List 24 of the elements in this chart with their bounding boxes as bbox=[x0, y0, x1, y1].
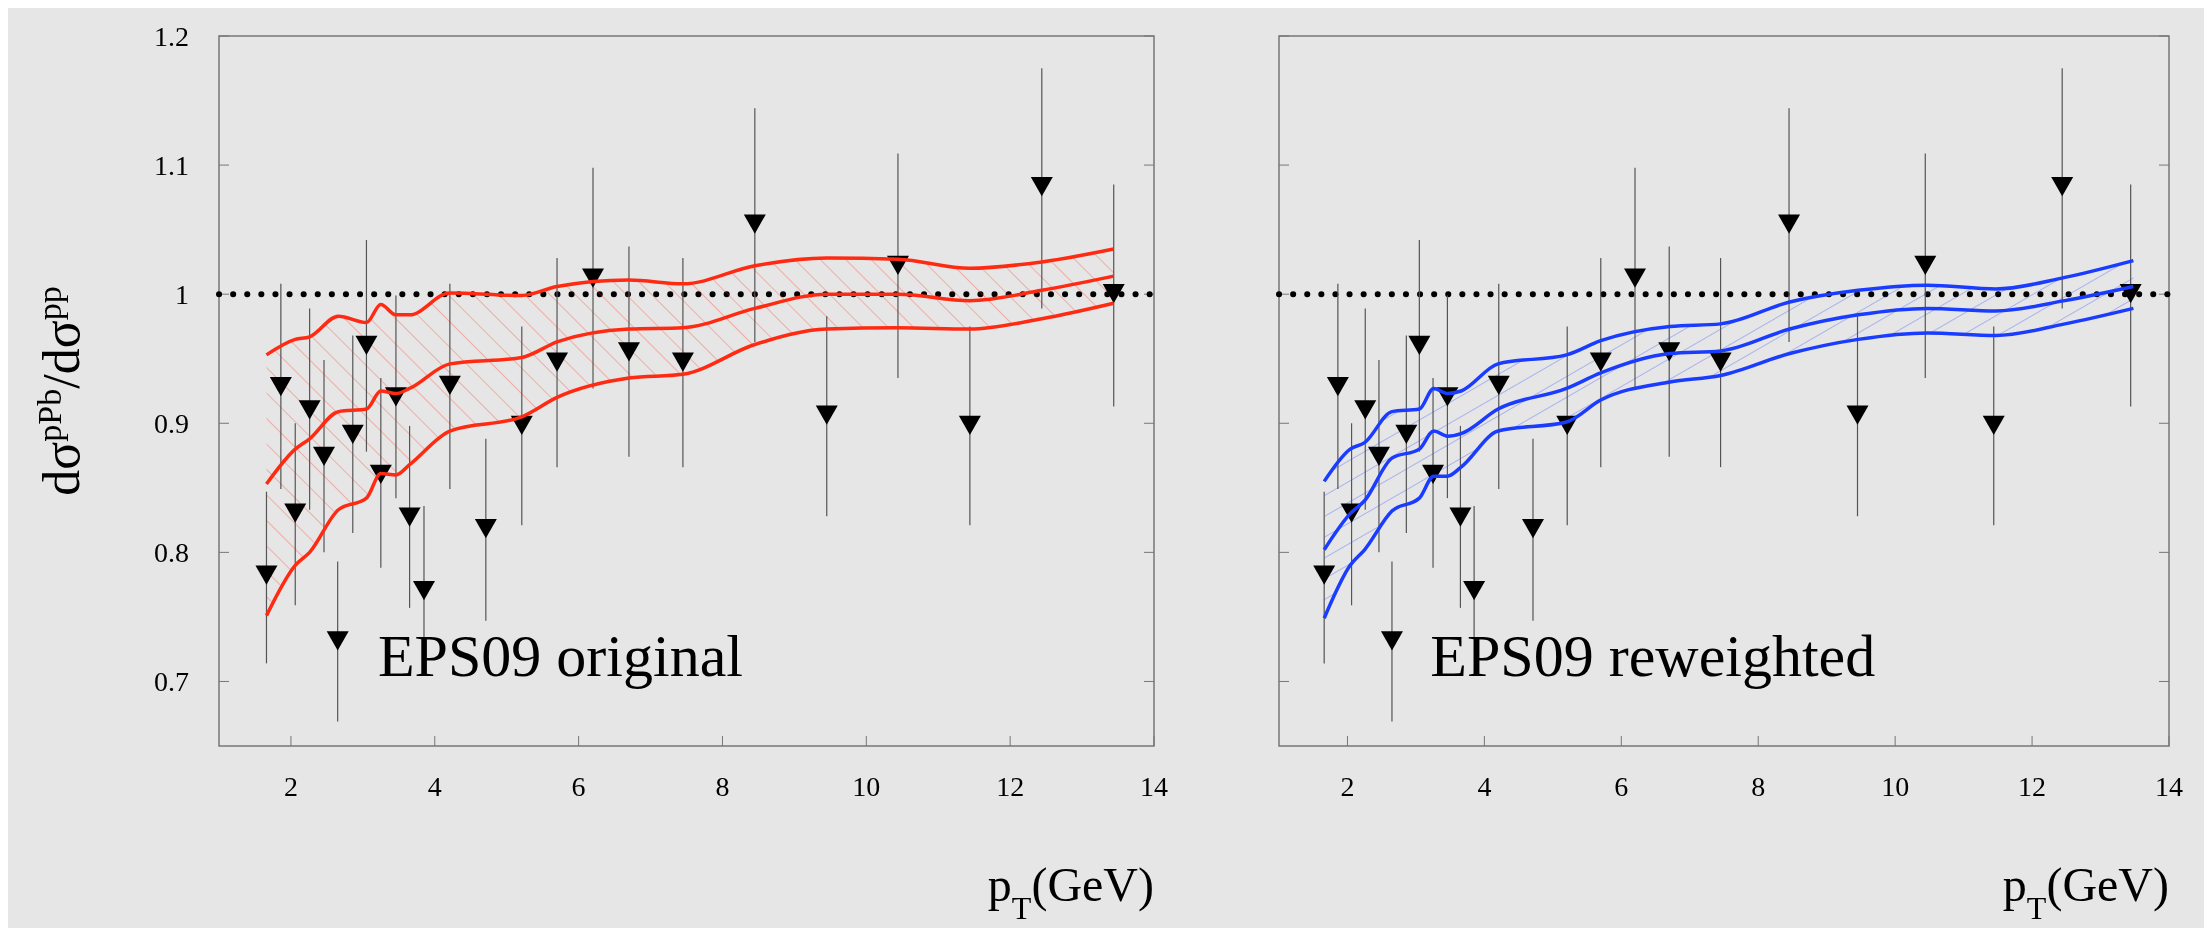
y-tick-label: 0.9 bbox=[154, 408, 189, 440]
x-tick-label: 10 bbox=[1881, 771, 1910, 802]
x-axis-title: p$_{T}$(GeV) bbox=[987, 858, 1154, 926]
x-tick-label: 6 bbox=[571, 771, 586, 802]
x-tick-label: 2 bbox=[283, 771, 298, 802]
y-tick-label: 1.2 bbox=[154, 21, 189, 52]
y-tick-label: 0.7 bbox=[154, 666, 189, 698]
annotation: EPS09 original bbox=[377, 623, 743, 689]
x-tick-label: 14 bbox=[1140, 771, 1168, 802]
annotation: EPS09 reweighted bbox=[1430, 623, 1876, 689]
y-tick-label: 0.8 bbox=[154, 537, 189, 569]
x-tick-label: 8 bbox=[715, 771, 730, 802]
x-tick-label: 12 bbox=[2018, 771, 2047, 802]
x-tick-label: 6 bbox=[1614, 771, 1629, 802]
x-tick-label: 12 bbox=[996, 771, 1025, 802]
x-tick-label: 4 bbox=[1477, 771, 1492, 802]
x-tick-label: 14 bbox=[2155, 771, 2183, 802]
x-tick-label: 4 bbox=[427, 771, 442, 802]
x-tick-label: 10 bbox=[852, 771, 881, 802]
x-tick-label: 2 bbox=[1340, 771, 1355, 802]
y-tick-label: 1.1 bbox=[154, 150, 189, 182]
x-axis-title: p$_{T}$(GeV) bbox=[2002, 858, 2169, 926]
x-tick-label: 8 bbox=[1751, 771, 1766, 802]
y-tick-label: 1 bbox=[175, 279, 189, 311]
